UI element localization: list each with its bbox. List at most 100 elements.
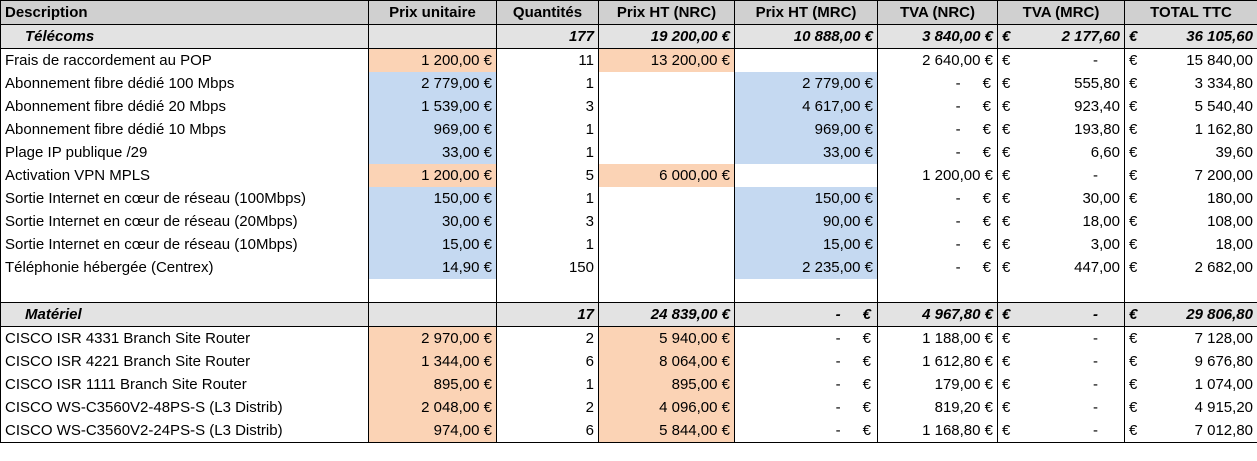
cell-total-ttc[interactable]: €39,60	[1124, 141, 1257, 164]
section-unit-empty[interactable]	[368, 302, 497, 327]
cell-price-mrc[interactable]: 15,00 €	[734, 233, 878, 256]
cell-price-nrc[interactable]	[598, 95, 735, 118]
cell-total-ttc[interactable]: €108,00	[1124, 210, 1257, 233]
cell-price-mrc[interactable]	[734, 48, 878, 72]
cell-total-ttc[interactable]: €9 676,80	[1124, 350, 1257, 373]
cell-price-mrc[interactable]: - €	[734, 326, 878, 350]
cell-total-ttc[interactable]: €18,00	[1124, 233, 1257, 256]
cell-unit-price[interactable]: 33,00 €	[368, 141, 497, 164]
cell-unit-price[interactable]: 1 539,00 €	[368, 95, 497, 118]
blank-cell[interactable]	[496, 279, 599, 303]
cell-unit-price[interactable]: 1 200,00 €	[368, 48, 497, 72]
cell-price-mrc[interactable]: 33,00 €	[734, 141, 878, 164]
cell-tva-mrc[interactable]: €30,00	[997, 187, 1125, 210]
cell-tva-nrc[interactable]: - €	[877, 256, 998, 279]
cell-total-ttc[interactable]: €7 200,00	[1124, 164, 1257, 187]
cell-quantity[interactable]: 1	[496, 72, 599, 95]
cell-description[interactable]: Téléphonie hébergée (Centrex)	[0, 256, 369, 279]
section-unit-empty[interactable]	[368, 24, 497, 49]
cell-quantity[interactable]: 3	[496, 210, 599, 233]
cell-unit-price[interactable]: 974,00 €	[368, 419, 497, 443]
blank-cell[interactable]	[368, 279, 497, 303]
cell-unit-price[interactable]: 30,00 €	[368, 210, 497, 233]
cell-unit-price[interactable]: 2 048,00 €	[368, 396, 497, 419]
section-price-mrc[interactable]: - €	[734, 302, 878, 327]
section-title[interactable]: Matériel	[0, 302, 369, 327]
cell-tva-nrc[interactable]: - €	[877, 141, 998, 164]
cell-tva-nrc[interactable]: - €	[877, 233, 998, 256]
cell-unit-price[interactable]: 15,00 €	[368, 233, 497, 256]
cell-price-nrc[interactable]: 6 000,00 €	[598, 164, 735, 187]
blank-cell[interactable]	[877, 279, 998, 303]
blank-cell[interactable]	[0, 279, 369, 303]
header-quantity[interactable]: Quantités	[496, 0, 599, 25]
cell-tva-nrc[interactable]: - €	[877, 210, 998, 233]
cell-tva-nrc[interactable]: 2 640,00 €	[877, 48, 998, 72]
cell-total-ttc[interactable]: €2 682,00	[1124, 256, 1257, 279]
cell-description[interactable]: Abonnement fibre dédié 10 Mbps	[0, 118, 369, 141]
cell-total-ttc[interactable]: €1 074,00	[1124, 373, 1257, 396]
section-quantity[interactable]: 177	[496, 24, 599, 49]
header-tva-mrc[interactable]: TVA (MRC)	[997, 0, 1125, 25]
cell-price-mrc[interactable]	[734, 164, 878, 187]
cell-tva-mrc[interactable]: € -	[997, 396, 1125, 419]
cell-total-ttc[interactable]: €4 915,20	[1124, 396, 1257, 419]
cell-tva-mrc[interactable]: €3,00	[997, 233, 1125, 256]
cell-quantity[interactable]: 3	[496, 95, 599, 118]
cell-total-ttc[interactable]: €1 162,80	[1124, 118, 1257, 141]
cell-price-nrc[interactable]	[598, 187, 735, 210]
cell-tva-nrc[interactable]: - €	[877, 187, 998, 210]
cell-price-nrc[interactable]	[598, 256, 735, 279]
cell-description[interactable]: CISCO ISR 4221 Branch Site Router	[0, 350, 369, 373]
cell-quantity[interactable]: 11	[496, 48, 599, 72]
cell-tva-mrc[interactable]: € -	[997, 48, 1125, 72]
cell-quantity[interactable]: 1	[496, 118, 599, 141]
cell-tva-nrc[interactable]: 819,20 €	[877, 396, 998, 419]
header-description[interactable]: Description	[0, 0, 369, 25]
cell-quantity[interactable]: 6	[496, 419, 599, 443]
cell-tva-mrc[interactable]: €6,60	[997, 141, 1125, 164]
cell-tva-nrc[interactable]: 1 612,80 €	[877, 350, 998, 373]
cell-price-mrc[interactable]: - €	[734, 419, 878, 443]
cell-price-mrc[interactable]: 4 617,00 €	[734, 95, 878, 118]
cell-total-ttc[interactable]: €7 012,80	[1124, 419, 1257, 443]
section-price-nrc[interactable]: 24 839,00 €	[598, 302, 735, 327]
cell-unit-price[interactable]: 969,00 €	[368, 118, 497, 141]
cell-quantity[interactable]: 1	[496, 233, 599, 256]
cell-price-nrc[interactable]: 4 096,00 €	[598, 396, 735, 419]
cell-unit-price[interactable]: 150,00 €	[368, 187, 497, 210]
cell-price-mrc[interactable]: 2 235,00 €	[734, 256, 878, 279]
cell-description[interactable]: Sortie Internet en cœur de réseau (10Mbp…	[0, 233, 369, 256]
cell-tva-mrc[interactable]: € -	[997, 373, 1125, 396]
cell-price-nrc[interactable]: 5 844,00 €	[598, 419, 735, 443]
blank-cell[interactable]	[734, 279, 878, 303]
cell-tva-nrc[interactable]: 1 188,00 €	[877, 326, 998, 350]
header-tva-nrc[interactable]: TVA (NRC)	[877, 0, 998, 25]
cell-price-mrc[interactable]: 969,00 €	[734, 118, 878, 141]
cell-price-nrc[interactable]	[598, 118, 735, 141]
section-total-ttc[interactable]: €29 806,80	[1124, 302, 1257, 327]
cell-total-ttc[interactable]: €7 128,00	[1124, 326, 1257, 350]
cell-total-ttc[interactable]: €5 540,40	[1124, 95, 1257, 118]
cell-tva-nrc[interactable]: 179,00 €	[877, 373, 998, 396]
cell-description[interactable]: CISCO WS-C3560V2-24PS-S (L3 Distrib)	[0, 419, 369, 443]
cell-tva-mrc[interactable]: €555,80	[997, 72, 1125, 95]
cell-quantity[interactable]: 1	[496, 187, 599, 210]
cell-price-nrc[interactable]	[598, 233, 735, 256]
cell-quantity[interactable]: 6	[496, 350, 599, 373]
cell-tva-mrc[interactable]: €193,80	[997, 118, 1125, 141]
cell-price-mrc[interactable]: 90,00 €	[734, 210, 878, 233]
blank-cell[interactable]	[598, 279, 735, 303]
cell-tva-mrc[interactable]: € -	[997, 164, 1125, 187]
section-tva-mrc[interactable]: € -	[997, 302, 1125, 327]
cell-description[interactable]: Sortie Internet en cœur de réseau (100Mb…	[0, 187, 369, 210]
cell-unit-price[interactable]: 1 344,00 €	[368, 350, 497, 373]
cell-quantity[interactable]: 1	[496, 141, 599, 164]
cell-tva-mrc[interactable]: € -	[997, 326, 1125, 350]
cell-price-nrc[interactable]	[598, 72, 735, 95]
cell-description[interactable]: Abonnement fibre dédié 20 Mbps	[0, 95, 369, 118]
cell-price-mrc[interactable]: - €	[734, 396, 878, 419]
cell-tva-mrc[interactable]: € -	[997, 350, 1125, 373]
cell-total-ttc[interactable]: €180,00	[1124, 187, 1257, 210]
cell-tva-mrc[interactable]: € -	[997, 419, 1125, 443]
